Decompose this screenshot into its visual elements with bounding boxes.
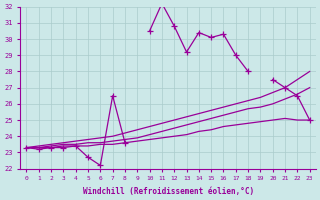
X-axis label: Windchill (Refroidissement éolien,°C): Windchill (Refroidissement éolien,°C) bbox=[83, 187, 254, 196]
